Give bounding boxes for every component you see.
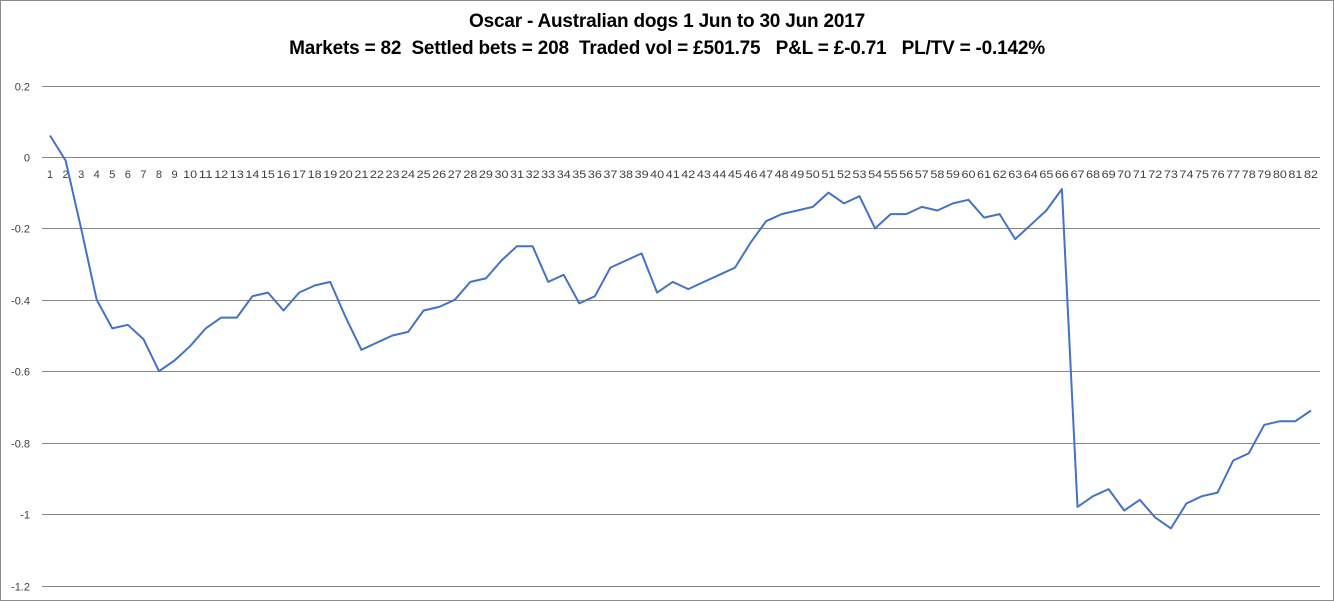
x-tick-label: 14	[245, 169, 259, 181]
x-tick-label: 32	[526, 169, 540, 181]
x-tick-label: 20	[339, 169, 353, 181]
x-tick-label: 5	[109, 169, 115, 181]
x-tick-label: 9	[171, 169, 177, 181]
y-tick-label: -0.6	[11, 367, 30, 379]
x-tick-label: 49	[790, 169, 804, 181]
x-tick-label: 37	[603, 169, 617, 181]
x-tick-label: 64	[1024, 169, 1038, 181]
x-tick-label: 30	[494, 169, 508, 181]
y-tick-label: -0.4	[11, 296, 30, 308]
x-tick-label: 26	[432, 169, 446, 181]
x-tick-label: 76	[1211, 169, 1225, 181]
y-tick-label: 0	[24, 153, 30, 165]
x-tick-label: 46	[744, 169, 758, 181]
x-tick-label: 69	[1102, 169, 1116, 181]
y-tick-label: -1.2	[11, 582, 30, 594]
y-axis-labels: 0.2 0 -0.2 -0.4 -0.6 -0.8 -1 -1.2	[11, 82, 30, 594]
x-tick-label: 8	[156, 169, 162, 181]
x-tick-label: 34	[557, 169, 571, 181]
x-tick-label: 59	[946, 169, 960, 181]
y-tick-label: -1	[20, 510, 30, 522]
x-tick-label: 17	[292, 169, 306, 181]
x-tick-label: 81	[1288, 169, 1302, 181]
x-tick-label: 29	[479, 169, 493, 181]
x-tick-label: 39	[635, 169, 649, 181]
x-tick-label: 11	[199, 169, 213, 181]
x-tick-label: 70	[1117, 169, 1131, 181]
x-tick-label: 25	[417, 169, 431, 181]
x-tick-label: 73	[1164, 169, 1178, 181]
x-tick-label: 42	[681, 169, 695, 181]
x-tick-label: 65	[1039, 169, 1053, 181]
x-tick-label: 2	[63, 169, 69, 181]
x-tick-label: 15	[261, 169, 275, 181]
x-tick-label: 45	[728, 169, 742, 181]
x-tick-label: 1	[47, 169, 53, 181]
x-tick-label: 22	[370, 169, 384, 181]
x-tick-label: 27	[448, 169, 462, 181]
x-tick-label: 51	[821, 169, 835, 181]
x-tick-label: 24	[401, 169, 415, 181]
x-tick-label: 80	[1273, 169, 1287, 181]
x-tick-label: 71	[1133, 169, 1147, 181]
x-tick-label: 79	[1257, 169, 1271, 181]
x-tick-label: 6	[125, 169, 131, 181]
x-tick-label: 72	[1148, 169, 1162, 181]
y-tick-label: -0.2	[11, 224, 30, 236]
chart-title: Oscar - Australian dogs 1 Jun to 30 Jun …	[469, 11, 865, 32]
x-axis-labels: 1 2 3 4 5 6 7 8 9 10 11 12 13 14 15 16 17 18 19 20 21 22 23 24 2…	[47, 169, 1318, 181]
x-tick-label: 56	[899, 169, 913, 181]
chart-subtitle: Markets = 82 Settled bets = 208 Traded v…	[289, 38, 1045, 59]
x-tick-label: 77	[1226, 169, 1240, 181]
x-tick-label: 38	[619, 169, 633, 181]
x-tick-label: 60	[962, 169, 976, 181]
x-tick-label: 33	[541, 169, 555, 181]
x-tick-label: 28	[463, 169, 477, 181]
x-tick-label: 44	[712, 169, 726, 181]
x-tick-label: 66	[1055, 169, 1069, 181]
x-tick-label: 61	[977, 169, 991, 181]
x-tick-label: 58	[930, 169, 944, 181]
x-tick-label: 3	[78, 169, 84, 181]
x-tick-label: 18	[308, 169, 322, 181]
x-tick-label: 41	[666, 169, 680, 181]
x-tick-label: 52	[837, 169, 851, 181]
x-tick-label: 16	[277, 169, 291, 181]
x-tick-label: 31	[510, 169, 524, 181]
x-tick-label: 10	[183, 169, 197, 181]
x-tick-label: 35	[572, 169, 586, 181]
x-tick-label: 55	[884, 169, 898, 181]
x-tick-label: 40	[650, 169, 664, 181]
x-tick-label: 43	[697, 169, 711, 181]
x-tick-label: 36	[588, 169, 602, 181]
x-tick-label: 12	[214, 169, 228, 181]
x-tick-label: 82	[1304, 169, 1318, 181]
x-tick-label: 50	[806, 169, 820, 181]
x-tick-label: 48	[775, 169, 789, 181]
x-tick-label: 57	[915, 169, 929, 181]
gridlines	[42, 86, 1320, 587]
pnl-series-line	[49, 134, 1312, 530]
x-tick-label: 47	[759, 169, 773, 181]
x-tick-label: 53	[853, 169, 867, 181]
x-tick-label: 78	[1242, 169, 1256, 181]
x-tick-label: 62	[993, 169, 1007, 181]
x-tick-label: 67	[1070, 169, 1084, 181]
chart-title-block: Oscar - Australian dogs 1 Jun to 30 Jun …	[0, 8, 1334, 62]
x-tick-label: 63	[1008, 169, 1022, 181]
y-tick-label: -0.8	[11, 439, 30, 451]
x-tick-label: 54	[868, 169, 882, 181]
x-tick-label: 13	[230, 169, 244, 181]
x-tick-label: 19	[323, 169, 337, 181]
x-tick-label: 4	[94, 169, 100, 181]
x-tick-label: 23	[385, 169, 399, 181]
x-tick-label: 75	[1195, 169, 1209, 181]
x-tick-label: 21	[354, 169, 368, 181]
x-tick-label: 7	[140, 169, 146, 181]
y-tick-label: 0.2	[15, 82, 30, 94]
x-tick-label: 74	[1179, 169, 1193, 181]
x-tick-label: 68	[1086, 169, 1100, 181]
